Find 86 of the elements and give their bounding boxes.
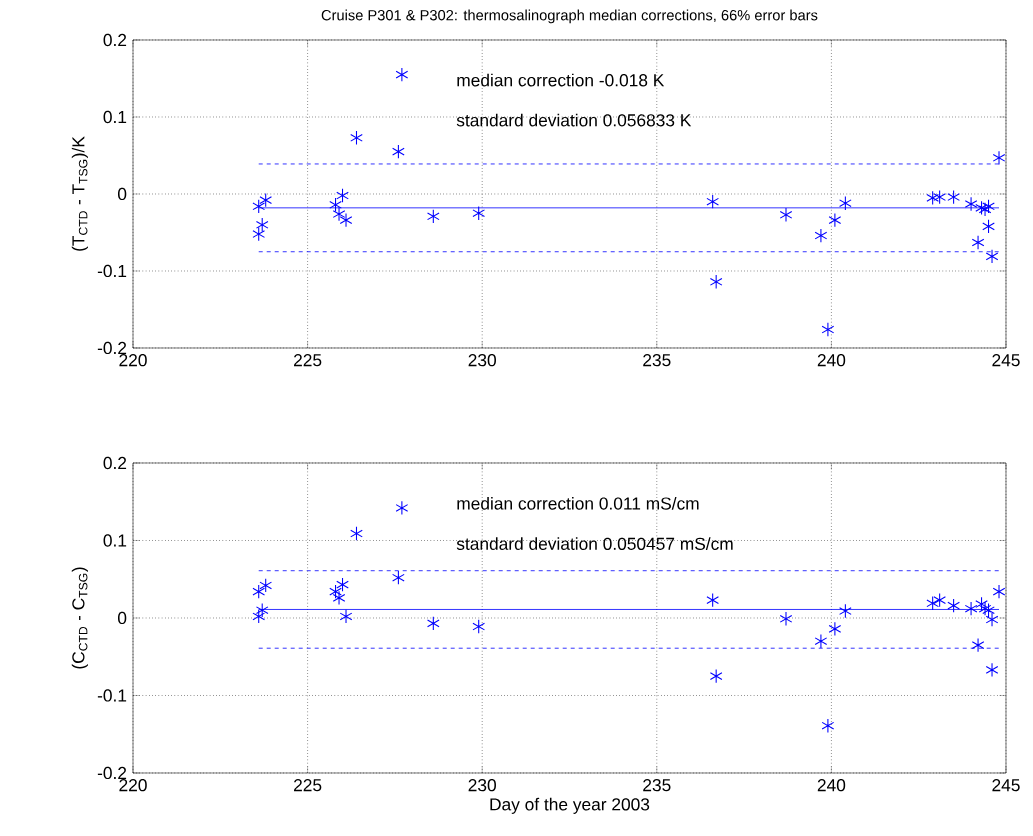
point — [814, 228, 828, 243]
x-tick-label: 235 — [643, 354, 671, 367]
point — [971, 235, 985, 250]
point — [828, 212, 842, 228]
x-tick-label: 220 — [119, 779, 147, 792]
point — [392, 144, 405, 159]
x-tick-label: 245 — [992, 779, 1020, 792]
point — [828, 621, 842, 637]
point — [926, 596, 939, 611]
point — [947, 598, 960, 613]
point — [839, 196, 852, 211]
x-axis-title: Day of the year 2003 — [490, 797, 650, 814]
point — [332, 590, 346, 606]
point — [392, 570, 405, 585]
point — [709, 274, 723, 289]
point — [709, 668, 723, 684]
y-tick-label: -0.2 — [97, 766, 127, 780]
point — [472, 206, 486, 221]
point — [472, 619, 486, 634]
x-tick-label: 220 — [119, 354, 147, 367]
point — [926, 190, 939, 206]
annotation: standard deviation 0.050457 mS/cm — [456, 537, 733, 550]
y-tick-label: 0.2 — [103, 33, 127, 47]
point — [814, 634, 828, 649]
y-tick-label: 0.1 — [103, 110, 127, 124]
point — [992, 584, 1006, 599]
y-tick-label: -0.2 — [97, 341, 127, 355]
annotation: median correction -0.018 K — [457, 73, 665, 87]
point — [779, 611, 793, 626]
annotation: median correction 0.011 mS/cm — [457, 496, 699, 510]
point — [252, 609, 266, 624]
point — [259, 192, 273, 208]
y-axis-title: (C$_{CTD}$ - C$_{TSG}$) — [71, 567, 88, 669]
point — [252, 226, 266, 242]
point — [350, 526, 363, 541]
point — [252, 584, 266, 599]
y-tick-label: 0.1 — [103, 534, 127, 547]
x-tick-label: 230 — [468, 779, 496, 792]
x-tick-label: 235 — [643, 779, 671, 792]
x-tick-label: 245 — [992, 354, 1020, 367]
point — [706, 592, 719, 608]
x-tick-label: 225 — [294, 779, 322, 792]
point — [427, 209, 440, 224]
point — [336, 577, 349, 592]
point — [255, 217, 269, 232]
point — [259, 578, 273, 593]
point — [427, 616, 440, 631]
point — [329, 584, 342, 599]
x-tick-label: 225 — [294, 354, 322, 367]
point — [964, 601, 978, 616]
point — [982, 199, 995, 214]
point — [933, 189, 946, 205]
point — [339, 212, 353, 228]
chart-title: Cruise P301 & P302: thermosalinograph median corrections, 66% error bars — [321, 9, 818, 24]
point — [964, 196, 978, 212]
point — [706, 194, 719, 209]
point — [779, 207, 793, 222]
point — [350, 130, 363, 145]
point — [982, 219, 995, 234]
y-tick-label: -0.1 — [97, 264, 127, 278]
point — [985, 662, 999, 678]
point — [252, 199, 266, 214]
point — [395, 67, 409, 82]
point — [821, 322, 835, 337]
point — [395, 500, 409, 516]
x-tick-label: 230 — [468, 354, 496, 367]
point — [255, 603, 269, 618]
point — [975, 596, 988, 612]
point — [336, 188, 349, 203]
point — [992, 150, 1006, 165]
x-tick-label: 240 — [817, 354, 846, 367]
point — [978, 202, 992, 217]
point — [971, 637, 985, 653]
point — [985, 249, 999, 264]
point — [947, 189, 960, 205]
y-axis-title: (T$_{CTD}$ - T$_{TSG}$)/K — [71, 136, 88, 251]
point — [933, 592, 946, 608]
y-tick-label: 0.2 — [103, 456, 127, 470]
annotation: standard deviation 0.056833 K — [456, 113, 692, 127]
y-tick-label: 0 — [117, 611, 127, 625]
y-tick-label: 0 — [117, 187, 127, 201]
point — [339, 609, 353, 624]
y-tick-label: -0.1 — [97, 689, 127, 702]
point — [821, 718, 835, 733]
point — [839, 603, 852, 619]
x-tick-label: 240 — [817, 779, 846, 792]
